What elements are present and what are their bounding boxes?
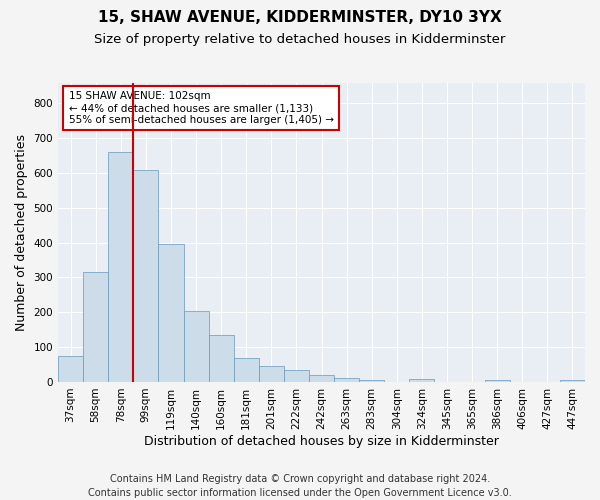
Text: 15, SHAW AVENUE, KIDDERMINSTER, DY10 3YX: 15, SHAW AVENUE, KIDDERMINSTER, DY10 3YX [98,10,502,25]
Bar [108,152,133,382]
Bar [409,379,434,382]
Bar [359,380,384,382]
Bar [259,366,284,382]
Y-axis label: Number of detached properties: Number of detached properties [15,134,28,330]
Bar [158,244,184,382]
X-axis label: Distribution of detached houses by size in Kidderminster: Distribution of detached houses by size … [144,434,499,448]
Bar [184,310,209,382]
Bar [209,335,233,382]
Bar [560,380,585,382]
Bar [284,370,309,382]
Bar [233,358,259,382]
Bar [309,375,334,382]
Text: Size of property relative to detached houses in Kidderminster: Size of property relative to detached ho… [94,32,506,46]
Bar [83,272,108,382]
Bar [58,356,83,382]
Text: Contains HM Land Registry data © Crown copyright and database right 2024.
Contai: Contains HM Land Registry data © Crown c… [88,474,512,498]
Bar [485,380,510,382]
Bar [334,378,359,382]
Bar [133,170,158,382]
Text: 15 SHAW AVENUE: 102sqm
← 44% of detached houses are smaller (1,133)
55% of semi-: 15 SHAW AVENUE: 102sqm ← 44% of detached… [68,92,334,124]
